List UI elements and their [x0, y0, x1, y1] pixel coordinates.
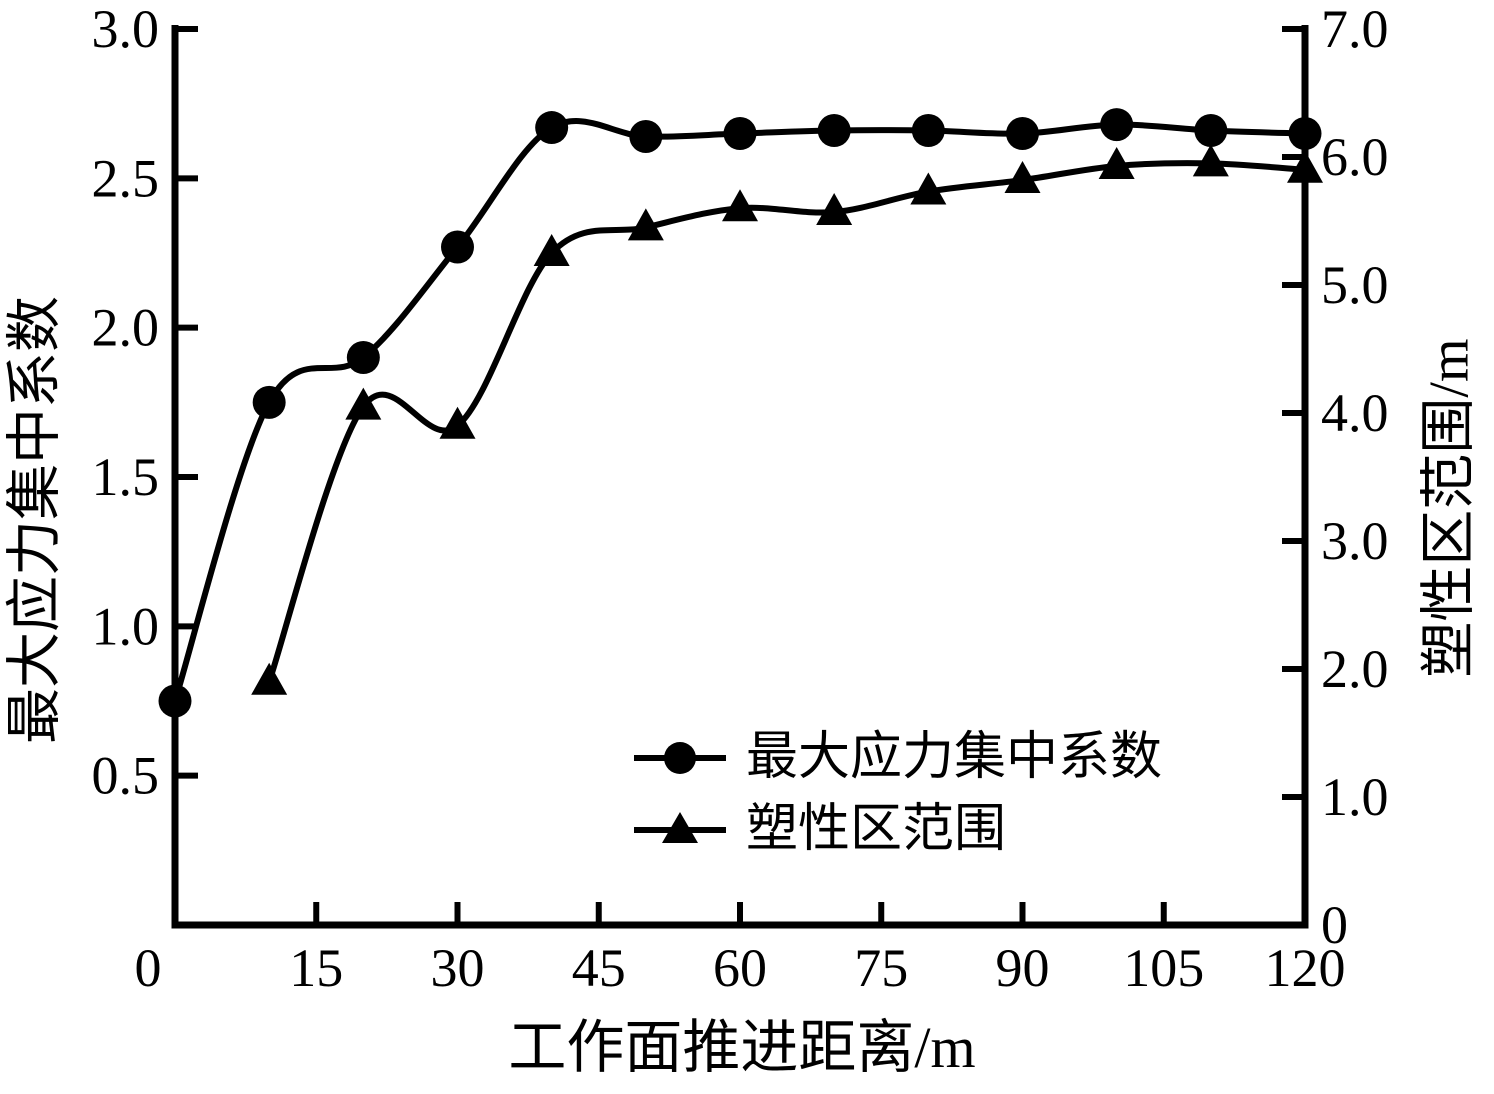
data-point-circle	[911, 114, 945, 148]
data-point-triangle	[816, 193, 853, 226]
left-axis-tick-label: 3.0	[92, 0, 160, 59]
data-point-circle	[1288, 117, 1322, 151]
legend-item-plastic: 塑性区范围	[632, 800, 1162, 860]
x-axis-tick-label: 0	[135, 938, 162, 998]
right-axis-tick-label: 3.0	[1321, 511, 1389, 571]
left-axis-tick-label: 2.0	[92, 298, 160, 358]
right-axis-tick-label: 1.0	[1321, 767, 1389, 827]
right-axis-tick-label: 2.0	[1321, 639, 1389, 699]
right-axis-tick-label: 5.0	[1321, 255, 1389, 315]
data-point-triangle	[1004, 161, 1041, 194]
x-axis-tick-label: 90	[996, 938, 1050, 998]
data-point-circle	[629, 120, 663, 154]
data-point-triangle	[722, 189, 758, 222]
data-point-triangle	[533, 234, 570, 266]
right-axis-tick-label: 4.0	[1321, 383, 1389, 443]
series-line-stress	[172, 118, 1306, 702]
data-point-triangle	[1098, 146, 1135, 179]
left-axis-tick-label: 0.5	[92, 746, 160, 806]
data-point-circle	[535, 111, 569, 145]
data-point-circle	[1006, 117, 1039, 151]
x-axis-tick-label: 60	[713, 938, 767, 998]
x-axis-tick-label: 75	[854, 938, 908, 998]
data-point-circle	[158, 684, 192, 718]
data-point-circle	[723, 117, 757, 151]
left-axis-tick-label: 2.5	[92, 148, 160, 208]
legend-label-stress: 最大应力集中系数	[746, 729, 1163, 786]
circle-marker-icon	[634, 742, 726, 774]
data-point-circle	[817, 114, 851, 148]
data-point-circle	[1100, 108, 1134, 142]
x-axis-tick-label: 45	[572, 938, 626, 998]
data-point-circle	[346, 341, 380, 375]
x-axis-title: 工作面推进距离/m	[508, 1015, 976, 1080]
x-axis-tick-label: 105	[1123, 938, 1204, 998]
right-axis-tick-label: 6.0	[1321, 127, 1389, 187]
data-point-triangle	[1192, 144, 1229, 177]
data-point-triangle	[345, 387, 382, 420]
legend-label-plastic: 塑性区范围	[746, 801, 1007, 858]
left-axis-tick-label: 1.5	[92, 447, 160, 507]
data-point-triangle	[910, 172, 947, 205]
x-axis-tick-label: 30	[431, 938, 485, 998]
right-axis-tick-label: 0	[1321, 895, 1348, 955]
data-point-triangle	[1287, 150, 1323, 183]
legend: 最大应力集中系数 塑性区范围	[632, 728, 1162, 860]
data-point-triangle	[627, 208, 664, 241]
right-axis-tick-label: 7.0	[1321, 0, 1389, 59]
x-axis-tick-label: 15	[289, 938, 343, 998]
data-point-circle	[252, 385, 286, 419]
series-line-plastic	[266, 160, 1306, 683]
data-point-triangle	[251, 662, 288, 695]
x-axis-tick-label: 120	[1265, 938, 1346, 998]
right-axis-title: 塑性区范围/m	[1418, 338, 1481, 678]
left-axis-title: 最大应力集中系数	[4, 296, 67, 744]
left-axis-tick-label: 1.0	[92, 596, 160, 656]
legend-item-stress: 最大应力集中系数	[632, 728, 1162, 788]
data-point-circle	[441, 230, 474, 264]
data-point-triangle	[439, 406, 476, 439]
triangle-marker-icon	[634, 812, 726, 843]
data-point-circle	[1194, 114, 1228, 148]
